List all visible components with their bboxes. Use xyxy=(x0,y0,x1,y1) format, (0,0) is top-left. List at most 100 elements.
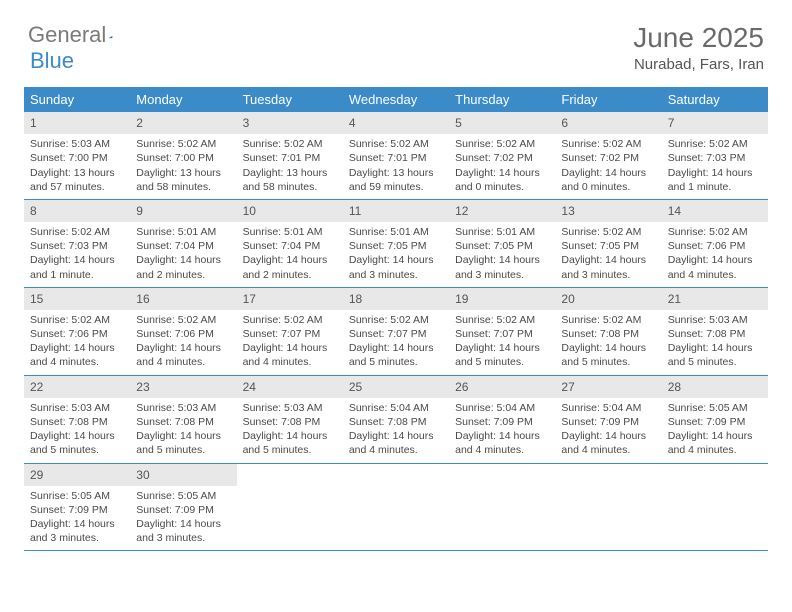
day-day2: and 5 minutes. xyxy=(668,355,762,369)
day-number: 14 xyxy=(662,200,768,222)
day-sunset: Sunset: 7:07 PM xyxy=(243,327,337,341)
day-day1: Daylight: 14 hours xyxy=(561,429,655,443)
day-body: Sunrise: 5:04 AMSunset: 7:09 PMDaylight:… xyxy=(449,398,555,463)
day-day1: Daylight: 14 hours xyxy=(30,253,124,267)
day-sunset: Sunset: 7:00 PM xyxy=(136,151,230,165)
day-sunset: Sunset: 7:08 PM xyxy=(243,415,337,429)
weekday-thu: Thursday xyxy=(449,87,555,112)
day-body: Sunrise: 5:02 AMSunset: 7:01 PMDaylight:… xyxy=(237,134,343,199)
day-number: 28 xyxy=(662,376,768,398)
day-sunset: Sunset: 7:05 PM xyxy=(561,239,655,253)
day-day1: Daylight: 14 hours xyxy=(455,429,549,443)
day-number: 3 xyxy=(237,112,343,134)
day-sunset: Sunset: 7:08 PM xyxy=(349,415,443,429)
day-number: 6 xyxy=(555,112,661,134)
day-sunset: Sunset: 7:03 PM xyxy=(668,151,762,165)
day-body: Sunrise: 5:05 AMSunset: 7:09 PMDaylight:… xyxy=(130,486,236,551)
day-number: 9 xyxy=(130,200,236,222)
week-row: 15 Sunrise: 5:02 AM Sunset: 7:06 PM Dayligh… xyxy=(24,288,768,376)
day-cell: 6Sunrise: 5:02 AMSunset: 7:02 PMDaylight… xyxy=(555,112,661,199)
day-sunset: Sunset: 7:06 PM xyxy=(136,327,230,341)
day-sunset: Sunset: 7:01 PM xyxy=(349,151,443,165)
logo-triangle-icon xyxy=(109,30,112,44)
day-number: 4 xyxy=(343,112,449,134)
day-cell: 15Sunrise: 5:02 AMSunset: 7:06 PMDayligh… xyxy=(24,288,130,375)
day-number: 26 xyxy=(449,376,555,398)
day-day2: and 2 minutes. xyxy=(136,268,230,282)
day-day1: Daylight: 14 hours xyxy=(349,341,443,355)
day-sunrise: Sunrise: 5:03 AM xyxy=(30,401,124,415)
day-body: Sunrise: 5:01 AMSunset: 7:04 PMDaylight:… xyxy=(237,222,343,287)
day-day2: and 3 minutes. xyxy=(349,268,443,282)
day-cell xyxy=(662,464,768,551)
day-sunrise: Sunrise: 5:03 AM xyxy=(136,401,230,415)
week-row: 22Sunrise: 5:03 AMSunset: 7:08 PMDayligh… xyxy=(24,376,768,464)
day-sunrise: Sunrise: 5:02 AM xyxy=(349,313,443,327)
logo-blue: Blue xyxy=(30,48,74,74)
day-cell: 12Sunrise: 5:01 AMSunset: 7:05 PMDayligh… xyxy=(449,200,555,287)
day-day1: Daylight: 14 hours xyxy=(561,166,655,180)
day-sunset: Sunset: 7:09 PM xyxy=(561,415,655,429)
day-body: Sunrise: 5:02 AMSunset: 7:05 PMDaylight:… xyxy=(555,222,661,287)
day-cell: 24Sunrise: 5:03 AMSunset: 7:08 PMDayligh… xyxy=(237,376,343,463)
day-number: 15 xyxy=(24,288,130,310)
location-label: Nurabad, Fars, Iran xyxy=(633,56,764,73)
day-body: Sunrise: 5:02 AMSunset: 7:08 PMDaylight:… xyxy=(555,310,661,375)
weekday-sun: Sunday xyxy=(24,87,130,112)
day-cell: 8Sunrise: 5:02 AMSunset: 7:03 PMDaylight… xyxy=(24,200,130,287)
day-cell: 20Sunrise: 5:02 AMSunset: 7:08 PMDayligh… xyxy=(555,288,661,375)
day-day2: and 5 minutes. xyxy=(30,443,124,457)
day-number: 24 xyxy=(237,376,343,398)
day-sunrise: Sunrise: 5:04 AM xyxy=(455,401,549,415)
day-body: Sunrise: 5:03 AMSunset: 7:00 PMDaylight:… xyxy=(24,134,130,199)
day-sunrise: Sunrise: 5:01 AM xyxy=(243,225,337,239)
month-title: June 2025 xyxy=(633,22,764,54)
logo-gray: General xyxy=(28,22,106,48)
day-body: Sunrise: 5:02 AMSunset: 7:00 PMDaylight:… xyxy=(130,134,236,199)
day-number: 11 xyxy=(343,200,449,222)
day-body: Sunrise: 5:05 AMSunset: 7:09 PMDaylight:… xyxy=(24,486,130,551)
day-number: 25 xyxy=(343,376,449,398)
day-day2: and 5 minutes. xyxy=(243,443,337,457)
day-number: 22 xyxy=(24,376,130,398)
day-day2: and 5 minutes. xyxy=(136,443,230,457)
day-sunset: Sunset: 7:03 PM xyxy=(30,239,124,253)
day-number: 18 xyxy=(343,288,449,310)
day-cell: 26Sunrise: 5:04 AMSunset: 7:09 PMDayligh… xyxy=(449,376,555,463)
day-day2: and 4 minutes. xyxy=(561,443,655,457)
day-day1: Daylight: 14 hours xyxy=(561,341,655,355)
day-sunrise: Sunrise: 5:02 AM xyxy=(243,137,337,151)
day-day2: and 58 minutes. xyxy=(243,180,337,194)
day-sunrise: Sunrise: 5:01 AM xyxy=(136,225,230,239)
day-cell: 19Sunrise: 5:02 AMSunset: 7:07 PMDayligh… xyxy=(449,288,555,375)
day-cell: 5Sunrise: 5:02 AMSunset: 7:02 PMDaylight… xyxy=(449,112,555,199)
day-sunset: Sunset: 7:09 PM xyxy=(455,415,549,429)
day-cell: 4Sunrise: 5:02 AMSunset: 7:01 PMDaylight… xyxy=(343,112,449,199)
weekday-fri: Friday xyxy=(555,87,661,112)
day-sunset: Sunset: 7:01 PM xyxy=(243,151,337,165)
day-sunset: Sunset: 7:06 PM xyxy=(30,327,124,341)
day-sunrise: Sunrise: 5:02 AM xyxy=(668,137,762,151)
day-body: Sunrise: 5:02 AMSunset: 7:07 PMDaylight:… xyxy=(237,310,343,375)
day-day2: and 5 minutes. xyxy=(455,355,549,369)
day-cell: 27Sunrise: 5:04 AMSunset: 7:09 PMDayligh… xyxy=(555,376,661,463)
day-cell: 13Sunrise: 5:02 AMSunset: 7:05 PMDayligh… xyxy=(555,200,661,287)
day-day1: Daylight: 14 hours xyxy=(136,253,230,267)
day-day2: and 2 minutes. xyxy=(243,268,337,282)
day-sunrise: Sunrise: 5:02 AM xyxy=(561,225,655,239)
day-number: 12 xyxy=(449,200,555,222)
day-day2: and 57 minutes. xyxy=(30,180,124,194)
day-cell: 16Sunrise: 5:02 AMSunset: 7:06 PMDayligh… xyxy=(130,288,236,375)
day-day2: and 0 minutes. xyxy=(561,180,655,194)
day-body: Sunrise: 5:01 AMSunset: 7:05 PMDaylight:… xyxy=(343,222,449,287)
weekday-wed: Wednesday xyxy=(343,87,449,112)
day-sunrise: Sunrise: 5:05 AM xyxy=(136,489,230,503)
day-cell: 7Sunrise: 5:02 AMSunset: 7:03 PMDaylight… xyxy=(662,112,768,199)
day-sunrise: Sunrise: 5:03 AM xyxy=(668,313,762,327)
day-cell: 1Sunrise: 5:03 AMSunset: 7:00 PMDaylight… xyxy=(24,112,130,199)
day-day1: Daylight: 14 hours xyxy=(136,517,230,531)
day-number: 13 xyxy=(555,200,661,222)
day-body: Sunrise: 5:04 AMSunset: 7:08 PMDaylight:… xyxy=(343,398,449,463)
day-body: Sunrise: 5:02 AMSunset: 7:03 PMDaylight:… xyxy=(662,134,768,199)
day-sunset: Sunset: 7:08 PM xyxy=(30,415,124,429)
